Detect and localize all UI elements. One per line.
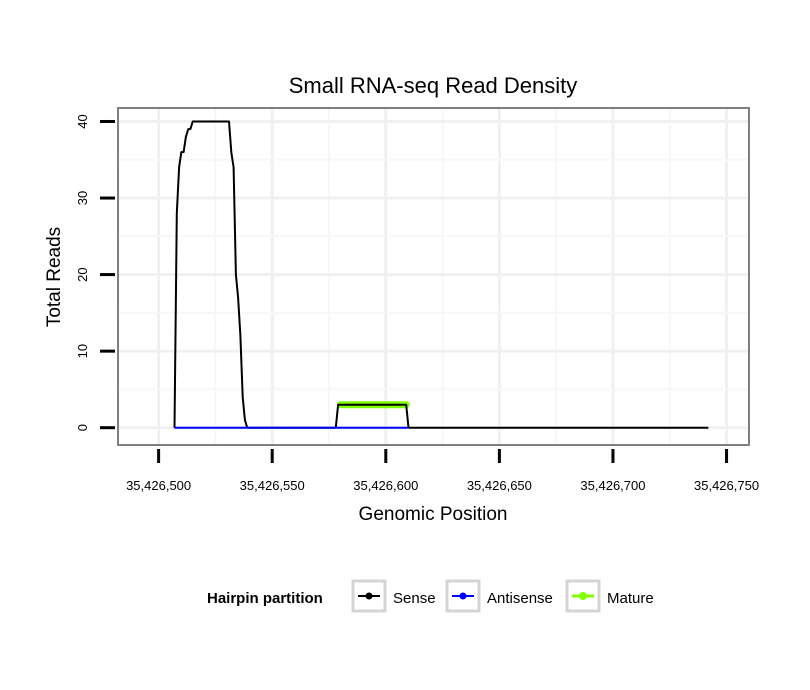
grid [118, 108, 749, 445]
x-tick-label: 35,426,750 [694, 478, 759, 493]
y-tick-label: 40 [75, 114, 90, 128]
plot-border [117, 107, 750, 446]
legend-label-mature: Mature [607, 590, 654, 607]
y-axis: 0 10 20 30 40 [75, 114, 115, 431]
x-axis: 35,426,500 35,426,550 35,426,600 35,426,650… [126, 449, 759, 493]
y-tick-label: 30 [75, 191, 90, 205]
x-tick-label: 35,426,650 [467, 478, 532, 493]
chart-title: Small RNA-seq Read Density [289, 73, 578, 98]
x-axis-title: Genomic Position [359, 504, 508, 525]
legend-key-antisense-point [459, 592, 467, 600]
legend-label-antisense: Antisense [487, 590, 553, 607]
x-tick-label: 35,426,550 [240, 478, 305, 493]
series-layer [173, 120, 709, 429]
legend-key-sense-point [365, 592, 373, 600]
legend: Hairpin partition Sense Antisense Mature [207, 579, 654, 613]
y-tick-label: 10 [75, 344, 90, 358]
y-tick-label: 0 [75, 424, 90, 431]
x-tick-label: 35,426,700 [580, 478, 645, 493]
y-axis-title: Total Reads [44, 227, 65, 327]
x-tick-label: 35,426,500 [126, 478, 191, 493]
legend-title: Hairpin partition [207, 590, 323, 607]
legend-label-sense: Sense [393, 590, 436, 607]
x-tick-label: 35,426,600 [353, 478, 418, 493]
legend-key-mature-point [579, 592, 587, 600]
y-tick-label: 20 [75, 267, 90, 281]
